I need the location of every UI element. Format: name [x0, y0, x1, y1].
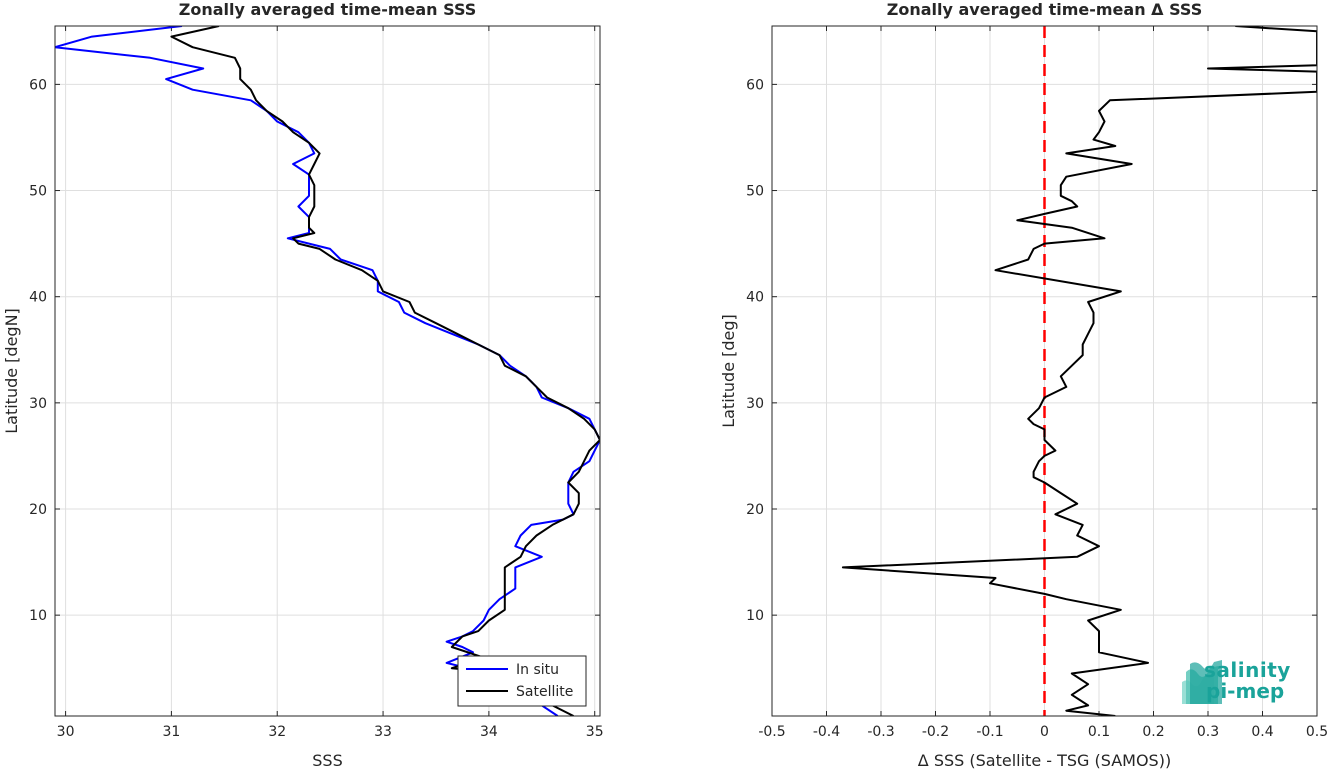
delta-sss-axes-box	[771, 25, 1318, 717]
sss-x-axis-label: SSS	[312, 751, 342, 769]
sss-y-tick-label: 40	[29, 290, 47, 306]
legend: In situ Satellite	[457, 655, 587, 707]
delta-sss-y-tick-label: 10	[746, 608, 764, 624]
sss-y-tick-label: 50	[29, 184, 47, 200]
delta-sss-y-tick-label: 50	[746, 184, 764, 200]
sss-x-tick-label: 33	[374, 724, 392, 740]
delta-sss-x-tick-label: 0.3	[1197, 724, 1219, 740]
delta-sss-panel: -0.5 -0.4 -0.3 -0.2 -0.1 0 0.1 0.2 0.3 0.4 0.5 10 20…	[719, 0, 1328, 770]
legend-entry-satellite: Satellite	[516, 684, 573, 700]
sss-y-tick-label: 30	[29, 396, 47, 412]
sss-x-tick-label: 30	[57, 724, 75, 740]
delta-sss-x-tick-label: 0.4	[1251, 724, 1273, 740]
legend-entry-in-situ: In situ	[516, 662, 559, 678]
sss-y-tick-label: 60	[29, 77, 47, 93]
sss-chart-title: Zonally averaged time-mean SSS	[179, 0, 477, 19]
sss-x-tick-label: 31	[162, 724, 180, 740]
legend-box	[457, 655, 587, 707]
delta-sss-x-tick-label: -0.1	[976, 724, 1003, 740]
sss-panel: 30 31 32 33 34 35 10 20 30 40 50 60 Zonally averaged…	[2, 0, 604, 770]
delta-sss-series-line-delta	[841, 26, 1317, 716]
logo-word-salinity: salinity	[1204, 658, 1291, 682]
delta-sss-x-tick-label: -0.5	[758, 724, 785, 740]
delta-sss-x-tick-label: 0.2	[1142, 724, 1164, 740]
delta-sss-y-axis-label: Latitude [deg]	[719, 314, 738, 428]
delta-sss-x-tick-label: 0.5	[1306, 724, 1328, 740]
sss-series-line-satellite	[170, 26, 600, 716]
delta-sss-y-tick-label: 20	[746, 502, 764, 518]
delta-sss-x-tick-label: -0.4	[813, 724, 840, 740]
salinity-pi-mep-logo-icon	[1182, 660, 1222, 704]
sss-plot-area	[55, 26, 600, 716]
delta-sss-x-tick-label: 0.1	[1088, 724, 1110, 740]
sss-x-tick-label: 32	[268, 724, 286, 740]
logo-word-pi-mep: pi-mep	[1206, 679, 1285, 703]
delta-sss-y-tick-label: 60	[746, 77, 764, 93]
sss-axes-box	[54, 25, 601, 717]
delta-sss-x-tick-label: 0	[1040, 724, 1049, 740]
delta-sss-x-tick-label: -0.3	[867, 724, 894, 740]
sss-y-tick-label: 20	[29, 502, 47, 518]
delta-sss-x-axis-label: Δ SSS (Satellite - TSG (SAMOS))	[918, 751, 1171, 769]
delta-sss-y-tick-label: 40	[746, 290, 764, 306]
sss-x-tick-label: 34	[480, 724, 498, 740]
sss-y-tick-label: 10	[29, 608, 47, 624]
delta-sss-chart-title: Zonally averaged time-mean Δ SSS	[887, 0, 1203, 19]
delta-sss-x-tick-label: -0.2	[922, 724, 949, 740]
sss-y-axis-label: Latitude [degN]	[2, 308, 21, 434]
sss-x-tick-label: 35	[586, 724, 604, 740]
delta-sss-y-tick-label: 30	[746, 396, 764, 412]
